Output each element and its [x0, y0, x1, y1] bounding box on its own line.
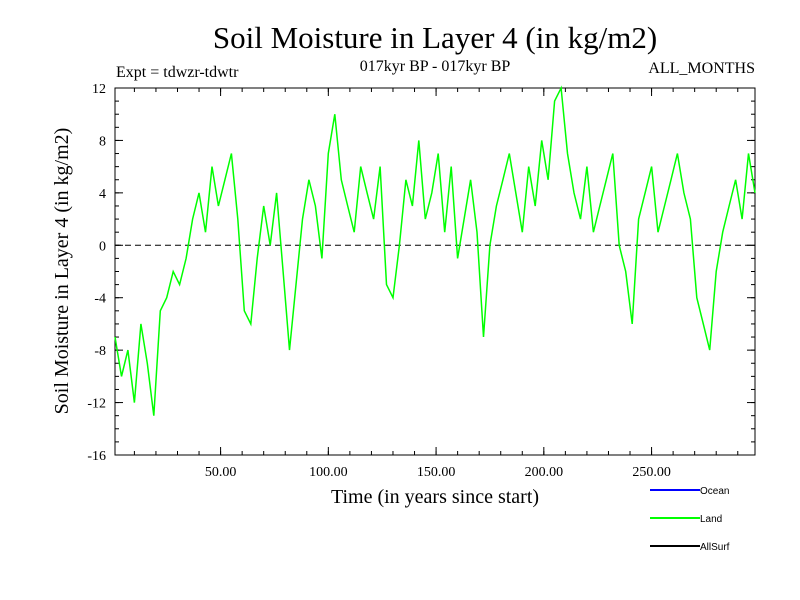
chart-subtitle-right: ALL_MONTHS: [648, 60, 755, 77]
legend-label: AllSurf: [700, 542, 730, 553]
chart-subtitle-center: 017kyr BP - 017kyr BP: [360, 58, 511, 75]
y-axis-label: Soil Moisture in Layer 4 (in kg/m2): [51, 128, 73, 415]
x-tick-label: 200.00: [525, 465, 564, 480]
legend-label: Land: [700, 514, 722, 525]
y-tick-label: -16: [87, 449, 106, 464]
y-tick-label: 0: [99, 239, 106, 254]
chart-subtitle-left: Expt = tdwzr-tdwtr: [116, 64, 239, 81]
y-axis-ticks: -16 -12 -8 -4 0 4 8 12: [87, 82, 755, 464]
x-axis-ticks: 50.00 100.00 150.00 200.00 250.00: [205, 88, 671, 480]
legend-label: Ocean: [700, 486, 729, 497]
y-tick-label: -4: [94, 292, 106, 307]
y-tick-label: -8: [94, 344, 106, 359]
x-tick-label: 100.00: [309, 465, 348, 480]
x-axis-label: Time (in years since start): [331, 486, 539, 508]
x-tick-label: 50.00: [205, 465, 237, 480]
plot-frame: [114, 87, 756, 456]
minor-ticks: [115, 87, 755, 456]
x-tick-label: 250.00: [632, 465, 671, 480]
x-tick-label: 150.00: [417, 465, 456, 480]
y-tick-label: 4: [99, 187, 106, 202]
y-tick-label: 8: [99, 134, 106, 149]
series-line-land: [114, 85, 756, 416]
y-tick-label: 12: [92, 82, 106, 97]
chart-title: Soil Moisture in Layer 4 (in kg/m2): [213, 20, 657, 55]
y-tick-label: -12: [87, 397, 106, 412]
legend: Ocean Land AllSurf: [650, 486, 730, 553]
plot-area: -16 -12 -8 -4 0 4 8 12 50.00 100.00 150.00 200.00 2…: [87, 82, 756, 480]
